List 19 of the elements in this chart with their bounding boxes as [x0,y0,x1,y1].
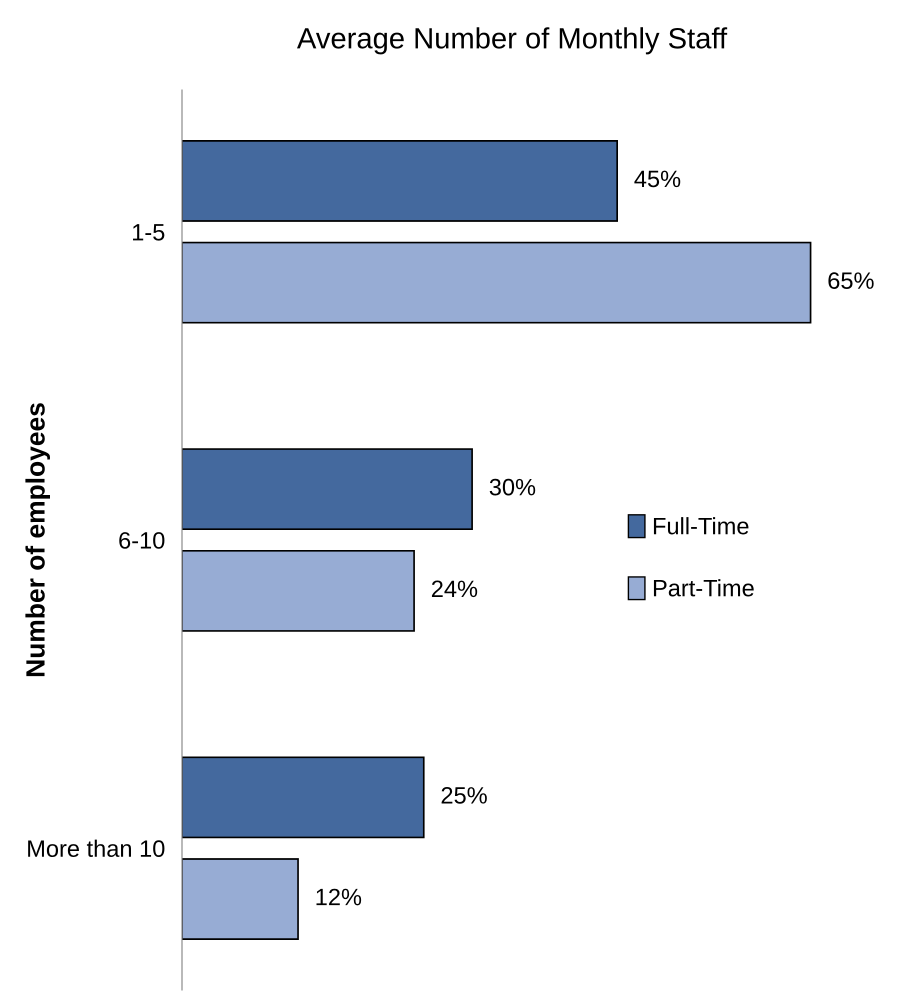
y-tick-label: 6-10 [119,532,164,549]
data-label: 65% [828,272,874,289]
data-label: 12% [316,888,362,906]
bar [182,858,299,940]
bar [182,550,415,632]
data-label: 25% [442,786,487,804]
bar [182,756,425,838]
data-label: 24% [432,580,478,598]
legend-label: Full-Time [654,517,748,534]
y-axis-title: Number of employees [25,403,50,676]
data-label: 45% [634,170,680,188]
y-tick-label: 1-5 [133,224,164,241]
legend-label: Part-Time [654,579,754,596]
y-tick-label: More than 10 [28,840,164,858]
chart-title: Average Number of Monthly Staff [296,27,728,54]
data-label: 30% [490,478,536,496]
bar [182,140,618,222]
bar [182,242,812,324]
bar [182,448,473,530]
